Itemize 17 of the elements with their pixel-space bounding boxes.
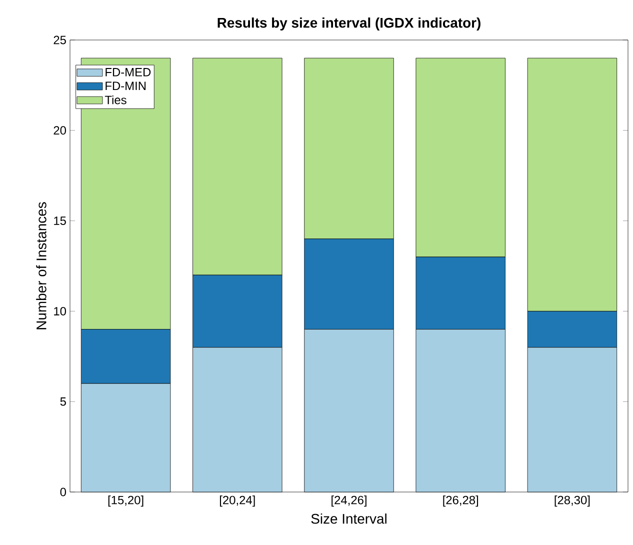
y-tick-label: 0	[60, 488, 66, 496]
legend-label: FD-MIN	[106, 82, 146, 90]
legend-label: FD-MED	[106, 68, 151, 76]
y-tick-label: 20	[54, 126, 66, 135]
y-tick-label: 5	[60, 397, 66, 406]
y-tick-label: 10	[54, 306, 66, 316]
x-axis-title: Size Interval	[311, 514, 386, 524]
x-tick-label: [26,28]	[443, 496, 478, 507]
y-tick-label: 15	[54, 216, 66, 225]
y-axis-title: Number of Instances	[36, 202, 46, 330]
legend-label: Ties	[104, 95, 126, 104]
x-tick-label: [24,26]	[332, 496, 366, 507]
chart-title: Results by size interval (IGDX indicator)	[218, 17, 480, 30]
x-tick-label: [20,24]	[220, 496, 255, 507]
y-tick-label: 25	[54, 36, 66, 44]
x-tick-label: [15,20]	[108, 496, 144, 507]
x-tick-label: [28,30]	[554, 496, 590, 507]
